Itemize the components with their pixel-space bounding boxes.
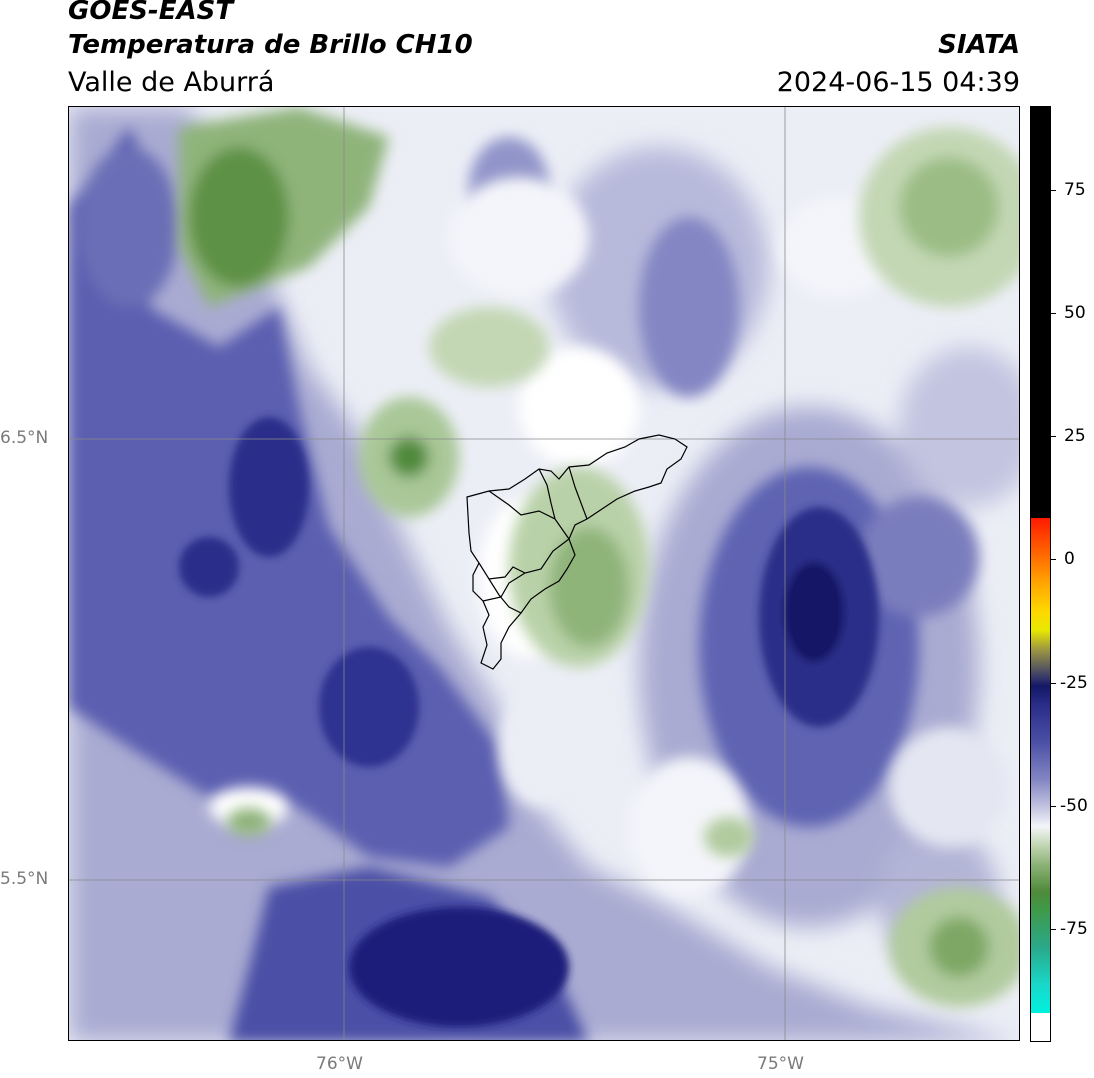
satellite-title: GOES-EAST — [68, 0, 234, 26]
colorbar-label-75: 75 — [1064, 180, 1086, 200]
valle-aburra-outline — [466, 434, 688, 670]
colorbar-label-0: 0 — [1064, 549, 1075, 569]
colorbar-label-minus-25: -25 — [1060, 673, 1088, 693]
boundary-7 — [498, 594, 522, 614]
boundary-5 — [478, 562, 526, 580]
colorbar-label-minus-75: -75 — [1060, 919, 1088, 939]
boundary-3 — [568, 466, 588, 520]
lon-label-76w: 76°W — [316, 1054, 363, 1074]
colorbar-tick — [1051, 190, 1056, 191]
organization-title: SIATA — [938, 30, 1020, 60]
lat-label-6-5n: 6.5°N — [0, 428, 49, 448]
lat-label-5-5n: 5.5°N — [0, 869, 49, 889]
graticule — [69, 107, 1019, 1040]
colorbar-label-25: 25 — [1064, 426, 1086, 446]
colorbar-label-minus-50: -50 — [1060, 796, 1088, 816]
colorbar-tick — [1051, 559, 1056, 560]
temperature-colorbar — [1030, 106, 1051, 1042]
map-field-svg — [69, 107, 1019, 1040]
warm-areas-green — [179, 107, 1019, 1007]
colorbar-tick — [1051, 683, 1056, 684]
product-title: Temperatura de Brillo CH10 — [68, 30, 473, 60]
boundary-2 — [538, 468, 556, 520]
colorbar-tick — [1051, 929, 1056, 930]
boundary-1 — [488, 490, 570, 540]
colorbar-label-50: 50 — [1064, 303, 1086, 323]
colorbar-tick — [1051, 313, 1056, 314]
colorbar-tick — [1051, 436, 1056, 437]
colorbar-tick — [1051, 806, 1056, 807]
lon-label-75w: 75°W — [757, 1054, 804, 1074]
region-title: Valle de Aburrá — [68, 67, 275, 98]
brightness-temperature-map — [68, 106, 1020, 1041]
municipal-boundaries — [466, 434, 688, 670]
timestamp-title: 2024-06-15 04:39 — [776, 67, 1020, 98]
